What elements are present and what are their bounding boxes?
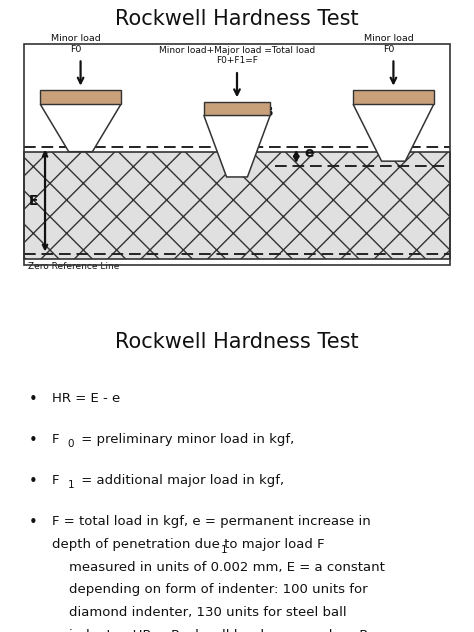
Text: measured in units of 0.002 mm, E = a constant: measured in units of 0.002 mm, E = a con… — [52, 561, 385, 574]
Text: F: F — [52, 433, 60, 446]
Text: Minor load
F0: Minor load F0 — [51, 34, 100, 54]
Text: Zero Reference Line: Zero Reference Line — [28, 262, 120, 271]
Text: e: e — [305, 146, 314, 161]
Text: Rockwell Hardness Test: Rockwell Hardness Test — [115, 332, 359, 352]
Text: Minor load+Major load =Total load
F0+F1=F: Minor load+Major load =Total load F0+F1=… — [159, 46, 315, 66]
Text: depending on form of indenter: 100 units for: depending on form of indenter: 100 units… — [52, 583, 368, 597]
Text: •: • — [29, 515, 37, 530]
Text: A: A — [111, 94, 122, 107]
Polygon shape — [40, 104, 121, 152]
Text: 1: 1 — [68, 480, 74, 490]
Bar — [40, 90, 121, 104]
Polygon shape — [353, 104, 434, 161]
Bar — [353, 90, 434, 104]
Polygon shape — [204, 116, 270, 177]
Text: diamond indenter, 130 units for steel ball: diamond indenter, 130 units for steel ba… — [52, 606, 347, 619]
Bar — [24, 44, 450, 265]
Text: F: F — [52, 474, 60, 487]
Text: = preliminary minor load in kgf,: = preliminary minor load in kgf, — [77, 433, 294, 446]
Text: HR = E - e: HR = E - e — [52, 392, 120, 405]
Text: 0: 0 — [68, 439, 74, 449]
Bar — [24, 152, 450, 259]
Text: •: • — [29, 392, 37, 407]
Text: •: • — [29, 433, 37, 448]
Text: C: C — [424, 94, 435, 107]
Text: Minor load
F0: Minor load F0 — [364, 34, 413, 54]
Text: E: E — [28, 193, 38, 208]
Text: depth of penetration due to major load F: depth of penetration due to major load F — [52, 538, 325, 551]
Text: = additional major load in kgf,: = additional major load in kgf, — [77, 474, 284, 487]
Text: F = total load in kgf, e = permanent increase in: F = total load in kgf, e = permanent inc… — [52, 515, 371, 528]
Text: •: • — [29, 474, 37, 489]
Bar — [204, 102, 270, 116]
Text: indenter. HR = Rockwell hardness number, R =: indenter. HR = Rockwell hardness number,… — [52, 629, 384, 632]
Text: B: B — [263, 105, 273, 119]
Text: 1: 1 — [221, 545, 228, 555]
Text: Rockwell Hardness Test: Rockwell Hardness Test — [115, 9, 359, 30]
